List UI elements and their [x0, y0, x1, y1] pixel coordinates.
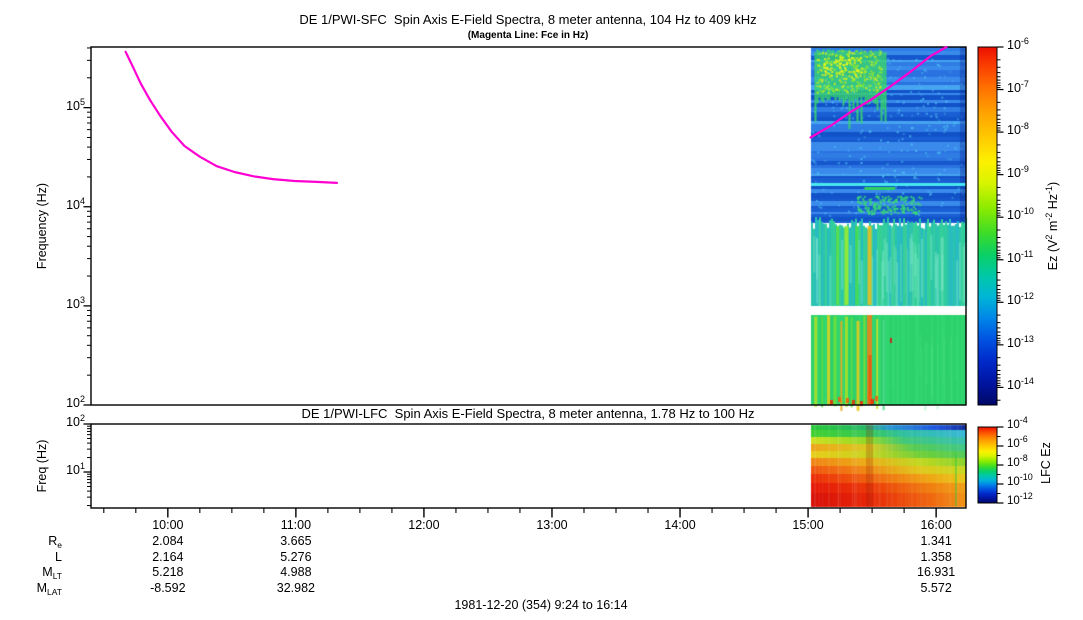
ephemeris-value: 2.084	[152, 534, 184, 548]
footer-date-range: 1981-12-20 (354) 9:24 to 16:14	[454, 598, 628, 612]
ephemeris-value: 16.931	[917, 565, 956, 579]
sfc-colorbar-tick-label: 10-8	[1007, 121, 1029, 138]
ephemeris-value: 32.982	[276, 580, 315, 595]
ephemeris-value: 1.341	[920, 534, 952, 548]
sfc-colorbar-tick-label: 10-14	[1007, 376, 1034, 393]
sfc-y-tick-label: 105	[66, 96, 85, 113]
time-tick-label: 12:00	[408, 518, 440, 532]
lfc-colorbar-tick-label: 10-12	[1007, 491, 1033, 507]
lfc-y-tick-label: 102	[66, 413, 85, 429]
ephemeris-value: 2.164	[152, 549, 184, 564]
lfc-panel-title: DE 1/PWI-LFC Spin Axis E-Field Spectra, …	[301, 406, 755, 421]
time-tick-label: 14:00	[664, 518, 696, 532]
ephemeris-row-label: MLT	[42, 565, 62, 581]
sfc-colorbar-tick-label: 10-6	[1007, 36, 1029, 52]
ephemeris-value: 3.665	[280, 534, 312, 548]
lfc-y-tick-label: 101	[66, 461, 85, 477]
time-tick-label: 11:00	[280, 518, 312, 532]
ephemeris-value: 1.358	[920, 549, 952, 564]
sfc-y-tick-label: 102	[66, 394, 85, 410]
lfc-colorbar-tick-label: 10-10	[1007, 472, 1033, 488]
lfc-colorbar-tick-label: 10-4	[1007, 415, 1028, 431]
ephemeris-row-label: Re	[48, 534, 62, 550]
lfc-colorbar-tick-label: 10-8	[1007, 453, 1028, 469]
ephemeris-value: 5.218	[152, 565, 184, 579]
ephemeris-value: 4.988	[280, 565, 312, 579]
sfc-colorbar-tick-label: 10-13	[1007, 333, 1034, 350]
ephemeris-row-label: L	[55, 549, 62, 564]
sfc-panel-subtitle: (Magenta Line: Fce in Hz)	[467, 30, 589, 41]
sfc-colorbar-tick-label: 10-9	[1007, 163, 1029, 180]
sfc-colorbar-label: Ez (V2 m-2 Hz-1)	[1043, 181, 1060, 271]
sfc-y-tick-label: 103	[66, 294, 85, 311]
sfc-colorbar-tick-label: 10-7	[1007, 78, 1029, 95]
ephemeris-value: -8.592	[150, 580, 186, 595]
sfc-colorbar-tick-label: 10-12	[1007, 291, 1034, 308]
time-tick-label: 10:00	[152, 518, 184, 532]
ephemeris-value: 5.276	[280, 549, 312, 564]
sfc-y-axis-label: Frequency (Hz)	[34, 182, 49, 270]
ephemeris-value: 5.572	[920, 580, 952, 595]
sfc-colorbar-tick-label: 10-10	[1007, 206, 1034, 223]
lfc-colorbar-label: LFC Ez	[1038, 442, 1053, 484]
lfc-colorbar-tick-label: 10-6	[1007, 434, 1028, 450]
sfc-y-tick-label: 104	[66, 195, 85, 212]
time-tick-label: 16:00	[920, 518, 952, 532]
ephemeris-row-label: MLAT	[36, 580, 62, 597]
sfc-colorbar-tick-label: 10-11	[1007, 248, 1034, 265]
time-tick-label: 15:00	[792, 518, 824, 532]
time-tick-label: 13:00	[536, 518, 568, 532]
sfc-panel-title: DE 1/PWI-SFC Spin Axis E-Field Spectra, …	[299, 12, 757, 27]
